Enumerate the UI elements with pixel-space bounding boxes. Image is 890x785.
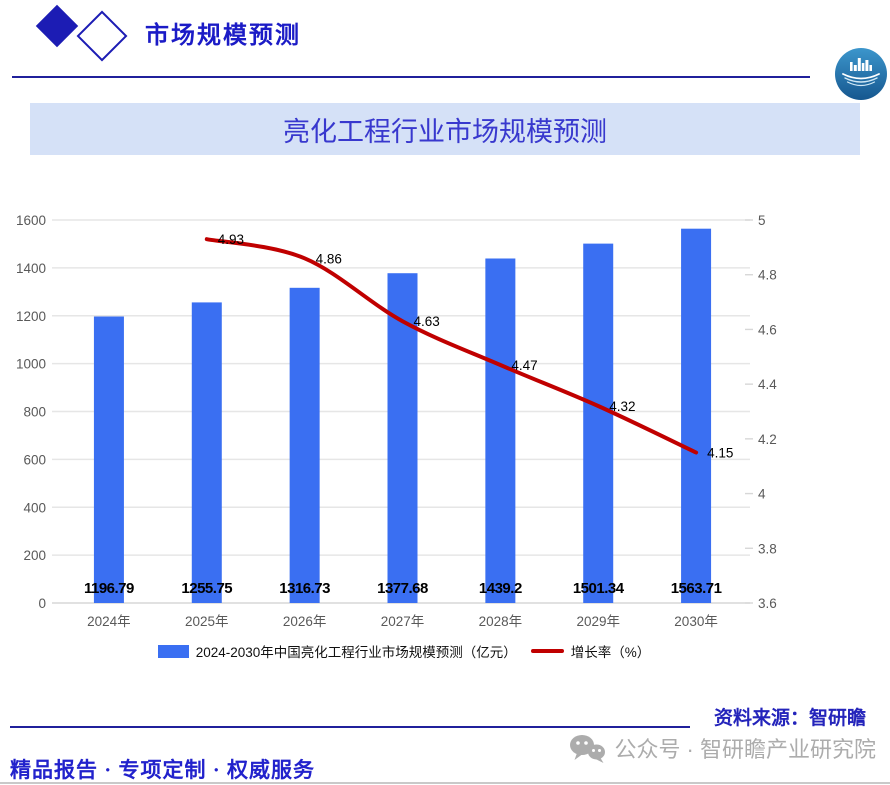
bar-value-label: 1501.34	[573, 580, 625, 597]
bar-series-swatch	[157, 644, 189, 658]
legend-item-bar: 2024-2030年中国亮化工程行业市场规模预测（亿元）	[157, 641, 517, 661]
left-axis-tick-label: 0	[38, 596, 46, 611]
line-value-label: 4.15	[707, 446, 733, 461]
line-value-label: 4.63	[414, 314, 440, 329]
x-axis-label: 2026年	[283, 614, 327, 629]
chart-title: 亮化工程行业市场规模预测	[283, 116, 607, 147]
bar-value-label: 1563.71	[671, 580, 722, 597]
x-axis-label: 2030年	[674, 614, 718, 629]
bar-value-label: 1196.79	[84, 580, 134, 597]
line-series-swatch	[530, 649, 564, 653]
bar-value-label: 1316.73	[279, 580, 330, 597]
x-axis-label: 2024年	[87, 614, 131, 629]
wechat-account-label: 公众号 · 智研瞻产业研究院	[614, 737, 876, 762]
left-axis-tick-label: 1400	[16, 261, 46, 276]
line-value-label: 4.47	[511, 358, 537, 373]
bar-2030年	[681, 228, 712, 603]
right-axis-tick-label: 4.8	[758, 268, 777, 283]
left-axis-tick-label: 600	[23, 452, 46, 467]
header-divider	[12, 76, 810, 78]
line-value-label: 4.86	[316, 251, 342, 266]
bar-value-label: 1439.2	[479, 580, 522, 597]
bar-2026年	[289, 287, 320, 603]
left-axis-tick-label: 1200	[16, 309, 46, 324]
chart-legend: 2024-2030年中国亮化工程行业市场规模预测（亿元） 增长率（%）	[0, 641, 808, 661]
x-axis-label: 2028年	[479, 614, 523, 629]
left-axis-tick-label: 1000	[16, 357, 46, 372]
right-axis-tick-label: 4.6	[758, 322, 777, 337]
right-axis-tick-label: 4.2	[758, 432, 777, 447]
x-axis-label: 2025年	[185, 614, 229, 629]
left-axis-tick-label: 1600	[16, 213, 46, 228]
market-forecast-chart: 0 200 400 600 800 1000 1200 1400 1600 3.6 3.8 4 4.2 4…	[16, 213, 777, 629]
diamond-outline-icon	[76, 10, 128, 62]
right-axis-tick-label: 5	[758, 213, 766, 228]
right-axis-tick-label: 3.8	[758, 541, 777, 556]
data-source: 资料来源：智研瞻	[713, 708, 866, 729]
line-series-label: 增长率（%）	[570, 645, 651, 660]
left-axis-tick-label: 400	[23, 500, 46, 515]
bar-2029年	[583, 243, 614, 603]
x-axis-label: 2029年	[576, 614, 620, 629]
bar-2025年	[191, 302, 222, 603]
growth-rate-line	[204, 237, 699, 455]
right-axis-tick-label: 4	[758, 487, 766, 502]
zhiyanzhan-logo-icon	[834, 47, 888, 106]
line-value-label: 4.93	[218, 232, 244, 247]
wechat-icon	[570, 734, 606, 763]
bar-2024年	[93, 316, 124, 603]
bar-2028年	[485, 258, 516, 603]
chart-title-banner: 亮化工程行业市场规模预测	[30, 103, 860, 155]
left-axis-tick-label: 800	[23, 405, 46, 420]
legend-item-line: 增长率（%）	[530, 641, 651, 661]
line-value-label: 4.32	[609, 399, 635, 414]
bottom-divider	[0, 782, 890, 784]
bar-value-label: 1255.75	[181, 580, 232, 597]
left-axis-tick-label: 200	[23, 548, 46, 563]
diamond-filled-icon	[35, 4, 79, 48]
footer-slogan: 精品报告 · 专项定制 · 权威服务	[10, 758, 316, 782]
x-axis-label: 2027年	[381, 614, 425, 629]
source-divider	[10, 726, 690, 728]
right-axis-tick-label: 4.4	[758, 377, 777, 392]
bar-series-label: 2024-2030年中国亮化工程行业市场规模预测（亿元）	[195, 645, 517, 660]
section-title: 市场规模预测	[145, 23, 301, 49]
right-axis-tick-label: 3.6	[758, 596, 777, 611]
bar-value-label: 1377.68	[377, 580, 428, 597]
wechat-account-row: 公众号 · 智研瞻产业研究院	[569, 732, 876, 764]
